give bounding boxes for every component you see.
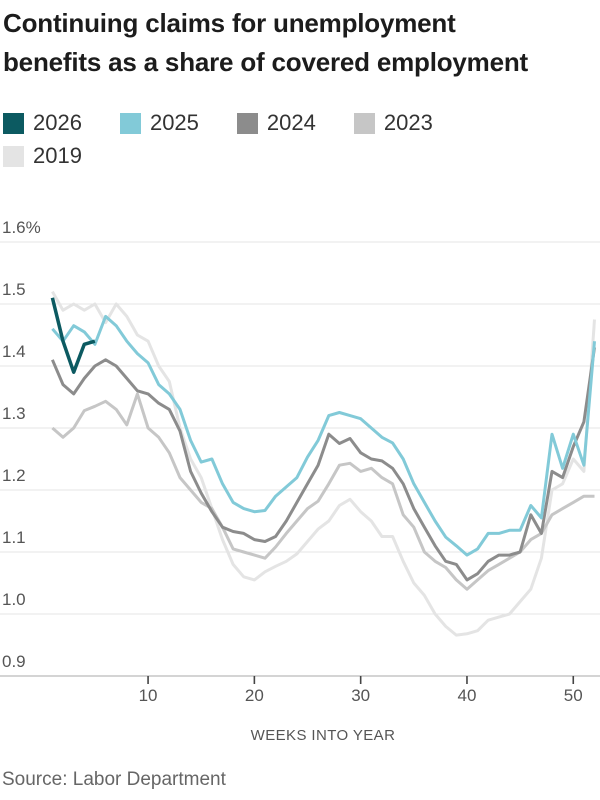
y-tick-label: 1.1 [2, 528, 26, 547]
legend-item-2019: 2019 [3, 145, 82, 167]
legend-label: 2023 [383, 110, 433, 135]
legend-label: 2026 [33, 110, 82, 135]
legend-label: 2019 [33, 143, 82, 168]
chart-title-line1: Continuing claims for unemployment [3, 8, 456, 38]
y-tick-label: 1.3 [2, 404, 26, 423]
legend-label: 2024 [266, 110, 316, 135]
chart-legend: 2026 2025 2024 2023 2019 [3, 112, 528, 167]
legend-swatch-icon [119, 112, 141, 134]
series-line-2026 [50, 297, 96, 374]
y-tick-label: 1.2 [2, 466, 26, 485]
source-note: Source: Labor Department [2, 769, 226, 790]
x-tick-label: 30 [351, 686, 371, 705]
y-tick-label: 1.0 [2, 590, 26, 609]
legend-swatch-icon [3, 112, 24, 134]
y-tick-label: 1.5 [2, 280, 26, 299]
legend-item-2024: 2024 [236, 110, 316, 135]
legend-item-2023: 2023 [353, 110, 433, 135]
x-axis-title: WEEKS INTO YEAR [250, 727, 396, 744]
x-tick-label: 50 [563, 686, 583, 705]
y-tick-label: 1.4 [2, 342, 26, 361]
x-tick-label: 20 [244, 686, 264, 705]
y-tick-label: 0.9 [2, 652, 26, 671]
x-tick-label: 10 [138, 686, 158, 705]
chart-title-line2: benefits as a share of covered employmen… [3, 47, 528, 77]
legend-item-2026: 2026 [3, 112, 82, 134]
legend-label: 2025 [149, 110, 199, 135]
series-line-2019 [51, 290, 596, 637]
series-line-2024 [51, 347, 596, 582]
legend-swatch-icon [236, 112, 258, 134]
chart-title: Continuing claims for unemployment benef… [3, 4, 597, 82]
x-tick-label: 40 [457, 686, 477, 705]
y-tick-label: 1.6% [2, 218, 41, 237]
legend-swatch-icon [353, 112, 375, 134]
legend-swatch-icon [3, 145, 24, 167]
series-line-2025 [51, 314, 596, 557]
series-line-2023 [51, 392, 595, 591]
legend-item-2025: 2025 [119, 110, 199, 135]
